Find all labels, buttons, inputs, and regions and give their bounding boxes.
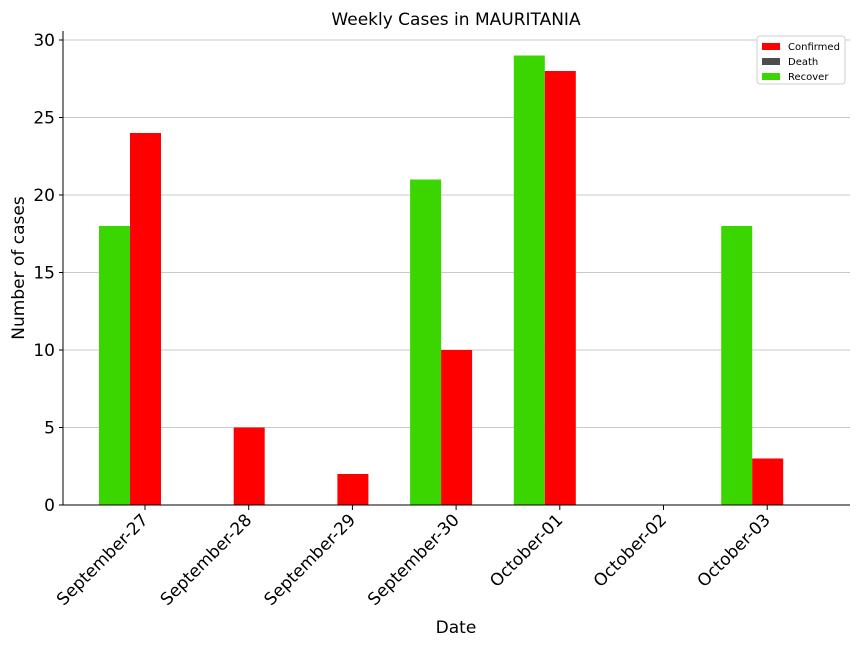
y-tick-label: 25 xyxy=(33,109,55,129)
y-tick-label: 0 xyxy=(44,496,55,516)
legend-swatch-recover xyxy=(762,73,780,80)
legend: Confirmed Death Recover xyxy=(756,35,846,85)
x-tick-label: September-29 xyxy=(260,510,359,609)
bar-recover xyxy=(410,179,442,505)
bar-recover xyxy=(513,55,545,505)
x-tick-label: October-02 xyxy=(590,510,671,591)
bar-confirmed xyxy=(233,427,265,505)
y-tick-label: 10 xyxy=(33,341,55,361)
x-tick-label: October-03 xyxy=(694,510,775,591)
y-ticks: 0 5 10 15 20 25 30 xyxy=(33,31,63,516)
x-tick-label: September-27 xyxy=(53,510,152,609)
x-tick-label: September-30 xyxy=(364,510,463,609)
bar-confirmed xyxy=(130,133,161,505)
y-tick-label: 30 xyxy=(33,31,55,51)
bars xyxy=(99,55,784,505)
bar-confirmed xyxy=(337,474,369,505)
legend-label-recover: Recover xyxy=(788,72,829,83)
legend-swatch-death xyxy=(762,58,780,65)
bar-confirmed xyxy=(441,350,473,505)
x-tick-label: September-28 xyxy=(157,510,256,609)
bar-recover xyxy=(99,226,130,505)
legend-label-confirmed: Confirmed xyxy=(788,42,840,53)
x-ticks: September-27 September-28 September-29 Sept… xyxy=(53,505,775,610)
legend-label-death: Death xyxy=(788,57,818,68)
grid xyxy=(63,39,850,428)
y-tick-label: 5 xyxy=(44,419,55,439)
bar-confirmed xyxy=(544,71,576,505)
x-axis-label: Date xyxy=(436,618,477,638)
x-tick-label: October-01 xyxy=(486,510,567,591)
y-tick-label: 20 xyxy=(33,186,55,206)
y-axis-label: Number of cases xyxy=(9,196,29,340)
bar-recover xyxy=(721,226,753,505)
y-tick-label: 15 xyxy=(33,264,55,284)
bar-confirmed xyxy=(752,458,784,505)
legend-swatch-confirmed xyxy=(762,43,780,50)
chart-title: Weekly Cases in MAURITANIA xyxy=(331,10,581,30)
